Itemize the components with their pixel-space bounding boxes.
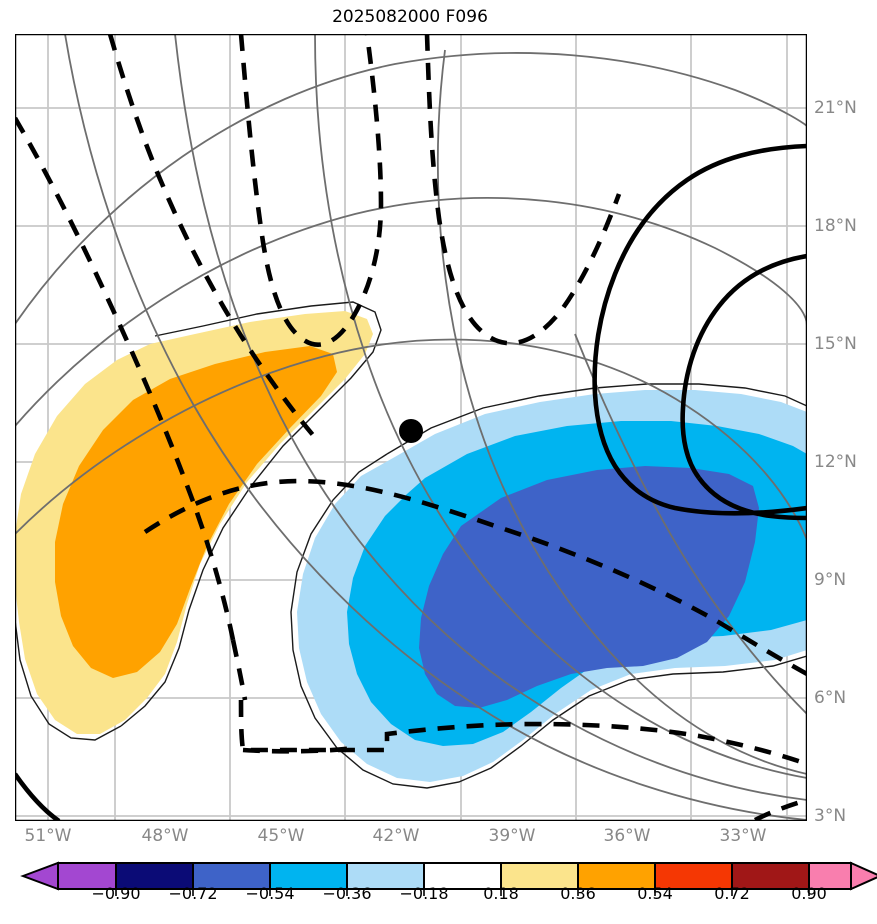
x-tick-label-3: 42°W [372,826,420,846]
dashed-contour-1 [107,34,321,444]
x-tick-label-4: 39°W [488,826,536,846]
colorbar-tick-label-9: 0.90 [791,884,827,903]
x-tick-label-5: 36°W [603,826,651,846]
colorbar-band-under [57,862,117,890]
colorbar-band-5 [500,862,579,890]
page-title: 2025082000 F096 [332,7,488,27]
x-tick-label-0: 51°W [24,826,72,846]
colorbar-tick-label-3: −0.36 [322,884,372,903]
filled-region-positive-core [55,346,337,678]
colorbar-band-0 [115,862,194,890]
y-tick-label-6n: 6°N [814,688,847,708]
shade-outline-positive [120,301,382,727]
colorbar[interactable]: −0.90 −0.72 −0.54 −0.36 −0.18 0.18 0.36 … [0,858,877,924]
y-tick-label-15n: 15°N [814,334,857,354]
x-tick-label-1: 48°W [141,826,189,846]
dashed-contour-2 [15,116,236,641]
colorbar-tick-label-2: −0.54 [245,884,295,903]
shade-outline-negative-lower [290,453,807,789]
colorbar-extend-under [20,861,59,891]
dashed-contour-4 [238,34,384,347]
solid-contour-3 [697,476,807,521]
shade-outline-negative [386,383,807,455]
range-ring-5 [174,34,807,801]
map-svg [13,32,809,823]
solid-contour-1 [592,143,807,516]
solid-contour-2 [680,253,807,480]
colorbar-extend-over [850,861,877,891]
dashed-contour-5 [424,34,622,346]
colorbar-tick-label-7: 0.54 [637,884,673,903]
dashed-contour-6 [143,478,807,677]
range-ring-1 [15,52,807,325]
y-tick-label-9n: 9°N [814,570,847,590]
colorbar-tick-label-4: −0.18 [399,884,449,903]
storm-center-marker[interactable] [399,419,423,443]
dashed-contour-3 [230,639,248,701]
colorbar-band-2 [269,862,348,890]
colorbar-band-1 [192,862,271,890]
range-ring-8 [574,333,807,715]
colorbar-tick-label-8: 0.72 [714,884,750,903]
y-tick-label-18n: 18°N [814,216,857,236]
range-ring-3 [15,338,807,541]
colorbar-tick-label-1: −0.72 [168,884,218,903]
colorbar-ticks [115,889,810,896]
solid-contours [15,143,807,821]
dashed-contours [15,34,807,821]
solid-contour-4 [15,772,61,821]
dashed-contour-9 [753,797,807,821]
map-plot-area[interactable] [13,32,809,823]
shade-outline-positive-lower [15,619,122,741]
colorbar-bands [20,861,877,891]
filled-region-negative-core [419,466,759,708]
dashed-contour-8 [242,745,356,754]
range-ring-4 [64,34,807,821]
colorbar-tick-label-6: 0.36 [560,884,596,903]
colorbar-band-6 [577,862,656,890]
colorbar-svg [20,861,877,896]
x-tick-label-6: 33°W [719,826,767,846]
colorbar-tick-label-0: −0.90 [91,884,141,903]
colorbar-tick-label-5: 0.18 [483,884,519,903]
shade-boundary-outlines [15,301,807,789]
x-tick-label-2: 45°W [257,826,305,846]
dashed-contour-7 [238,699,807,767]
y-tick-label-21n: 21°N [814,98,857,118]
y-tick-label-3n: 3°N [814,806,847,826]
y-tick-label-12n: 12°N [814,452,857,472]
